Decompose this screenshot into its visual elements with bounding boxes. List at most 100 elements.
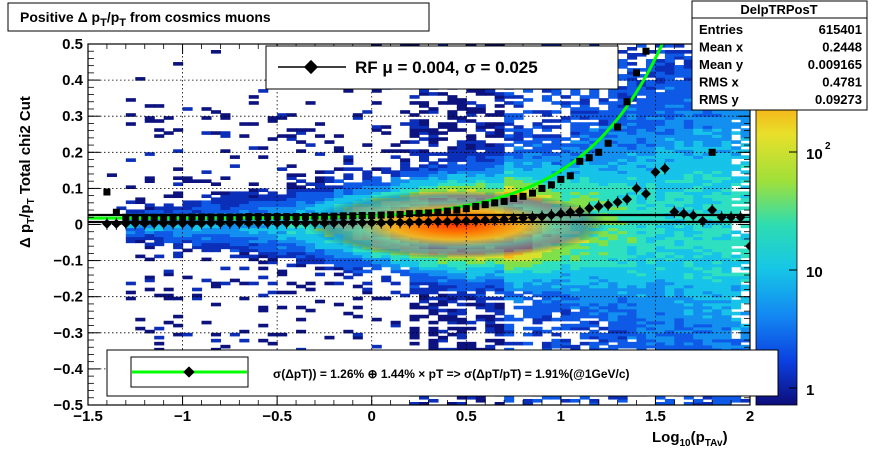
heatmap-bin [693,284,704,289]
heatmap-bin [239,203,250,208]
heatmap-bin [437,296,448,301]
heatmap-bin [645,182,657,186]
heatmap-bin [560,314,571,319]
heatmap-bin [693,329,704,334]
heatmap-bin [731,152,742,156]
heatmap-bin [589,308,600,313]
heatmap-bin [428,311,439,316]
heatmap-bin [523,167,534,171]
heatmap-bin [163,287,174,292]
heatmap-bin [466,293,477,298]
heatmap-bin [541,95,552,99]
heatmap-bin [286,188,297,193]
heatmap-bin [560,272,571,277]
square-marker [235,213,243,221]
heatmap-bin [702,179,713,183]
heatmap-bin [229,218,240,223]
heatmap-bin [655,221,666,226]
heatmap-bin [409,329,420,334]
heatmap-bin [693,320,704,325]
heatmap-bin [702,188,713,193]
heatmap-bin [598,233,609,238]
heatmap-bin [617,179,628,183]
heatmap-bin [627,107,638,111]
heatmap-bin [740,338,750,343]
heatmap-bin [636,272,647,277]
heatmap-bin [541,152,552,156]
heatmap-bin [627,143,638,147]
heatmap-bin [428,188,439,193]
heatmap-bin [314,260,326,265]
heatmap-bin [740,206,750,211]
heatmap-bin [645,176,657,180]
heatmap-bin [693,335,704,340]
heatmap-bin [570,143,581,147]
heatmap-bin [532,191,543,196]
heatmap-bin [456,266,467,271]
heatmap-bin [144,227,155,232]
heatmap-bin [296,149,307,153]
heatmap-bin [731,305,742,310]
heatmap-bin [712,143,723,147]
heatmap-bin [409,119,420,123]
heatmap-bin [532,278,543,283]
heatmap-bin [523,161,534,165]
heatmap-bin [560,269,571,274]
heatmap-bin [296,245,307,250]
heatmap-bin [627,104,638,108]
heatmap-bin [721,161,732,165]
heatmap-bin [523,263,534,268]
heatmap-bin [532,257,543,262]
heatmap-bin [210,302,221,307]
z-tick-100: 10 [806,146,823,163]
heatmap-bin [192,233,203,238]
heatmap-bin [712,128,723,132]
heatmap-bin [655,245,666,250]
heatmap-bin [456,119,467,123]
heatmap-bin [702,113,713,117]
heatmap-bin [437,179,448,183]
heatmap-bin [154,242,165,247]
heatmap-bin [513,152,524,156]
heatmap-bin [636,242,647,247]
heatmap-bin [683,206,694,211]
heatmap-bin [560,341,571,346]
heatmap-bin [645,146,657,150]
heatmap-bin [267,194,278,199]
heatmap-bin [419,179,430,183]
heatmap-bin [437,188,448,193]
heatmap-bin [513,113,524,117]
heatmap-bin [494,269,505,274]
heatmap-bin [570,290,581,295]
heatmap-bin [655,317,666,322]
heatmap-bin [664,56,675,60]
heatmap-bin [589,155,600,159]
heatmap-bin [589,152,600,156]
heatmap-bin [551,101,562,105]
diamond-marker [111,218,122,229]
heatmap-bin [305,206,316,211]
heatmap-bin [343,266,354,271]
heatmap-bin [712,401,723,405]
heatmap-bin [182,206,193,211]
heatmap-bin [390,281,401,286]
heatmap-bin [655,62,666,66]
heatmap-bin [655,269,666,274]
heatmap-bin [324,266,335,271]
heatmap-bin [617,293,628,298]
heatmap-bin [485,344,496,349]
heatmap-bin [485,113,496,117]
heatmap-bin [655,92,666,96]
heatmap-bin [645,341,657,346]
heatmap-bin [712,338,723,343]
heatmap-bin [721,257,732,262]
heatmap-bin [712,287,723,292]
heatmap-bin [551,161,562,165]
heatmap-bin [636,245,647,250]
heatmap-bin [541,296,552,301]
heatmap-bin [627,218,638,223]
heatmap-bin [598,332,609,337]
heatmap-bin [305,128,316,132]
heatmap-bin [437,260,448,265]
heatmap-bin [664,128,675,132]
